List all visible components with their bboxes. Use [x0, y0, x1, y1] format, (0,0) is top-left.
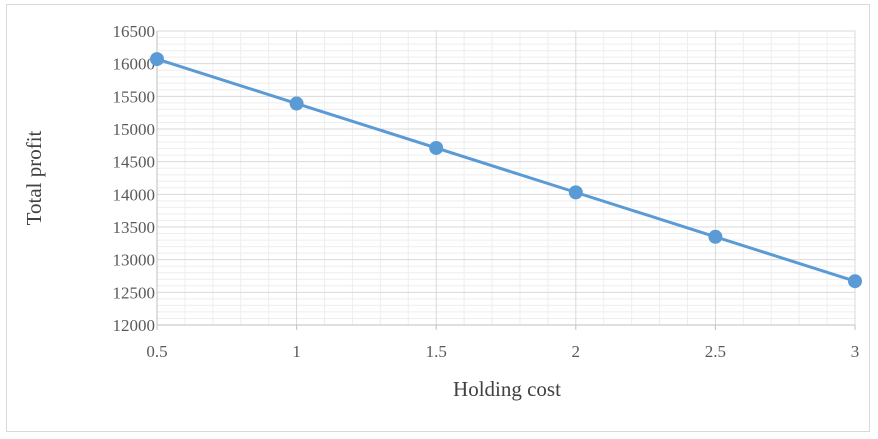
x-axis-title: Holding cost [453, 377, 561, 401]
y-axis-tick-labels: 12000 12500 13000 13500 14000 14500 15000 15500… [113, 22, 156, 335]
y-tick-label: 12500 [113, 283, 156, 302]
x-tick-label: 1.5 [426, 342, 447, 361]
x-tick-label: 0.5 [146, 342, 167, 361]
y-tick-label: 16000 [113, 55, 156, 74]
x-tick-label: 2.5 [705, 342, 726, 361]
x-tick-label: 1 [292, 342, 301, 361]
data-point [568, 185, 583, 200]
minor-gridlines [157, 31, 855, 325]
data-point [848, 274, 862, 289]
x-tick-label: 3 [851, 342, 860, 361]
y-tick-label: 16500 [113, 22, 156, 41]
x-tick-label: 2 [572, 342, 581, 361]
y-tick-label: 15500 [113, 87, 156, 106]
x-axis-tick-labels: 0.5 1 1.5 2 2.5 3 [146, 342, 859, 361]
axes [156, 31, 856, 330]
y-tick-label: 13000 [113, 251, 156, 270]
data-point [708, 229, 723, 244]
data-point [429, 140, 444, 155]
y-tick-label: 15000 [113, 120, 156, 139]
series-line [156, 57, 856, 283]
y-tick-label: 14500 [113, 153, 156, 172]
series-layer [150, 52, 862, 289]
y-tick-label: 13500 [113, 218, 156, 237]
y-axis-title: Total profit [22, 130, 46, 225]
data-point [150, 52, 164, 67]
data-point [289, 96, 304, 111]
major-gridlines [157, 30, 856, 325]
chart-frame [6, 4, 870, 432]
y-tick-label: 14000 [113, 185, 156, 204]
y-tick-label: 12000 [113, 316, 156, 335]
